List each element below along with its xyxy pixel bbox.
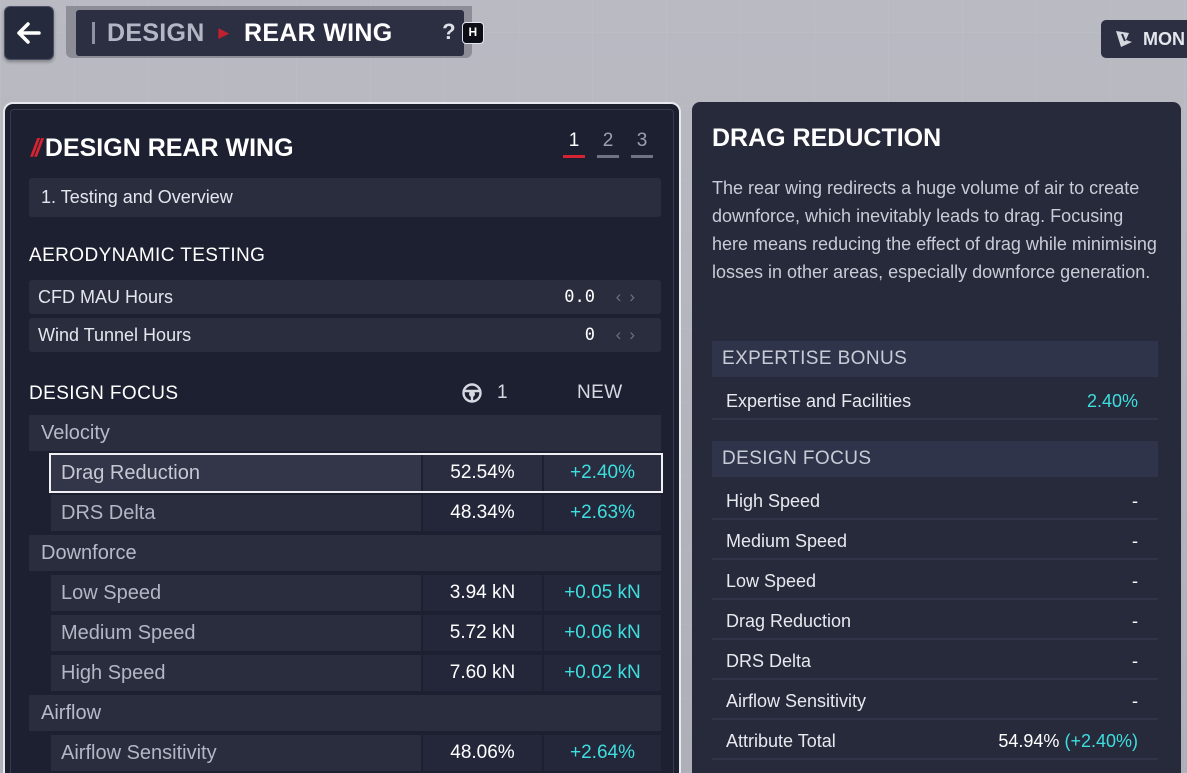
focus-row-current: 7.60 kN <box>423 655 542 691</box>
focus-row-high-speed[interactable]: High Speed 7.60 kN +0.02 kN <box>51 655 661 691</box>
back-button[interactable] <box>4 6 54 60</box>
help-button[interactable]: ? <box>442 19 456 44</box>
design-panel-title: // DESIGN REAR WING <box>31 134 294 163</box>
info-row-label: High Speed <box>726 491 821 511</box>
wind-tunnel-stepper[interactable]: ‹› <box>615 325 643 344</box>
help-key-hint: H <box>462 22 484 44</box>
category-velocity: Velocity <box>29 415 661 451</box>
focus-row-name: DRS Delta <box>51 495 421 531</box>
focus-row-new: +2.64% <box>544 735 661 771</box>
monitor-button[interactable]: MON <box>1101 20 1187 58</box>
monitor-label: MON <box>1143 28 1185 49</box>
expertise-bonus-heading: EXPERTISE BONUS <box>712 341 1158 377</box>
attribute-total-label: Attribute Total <box>726 731 836 751</box>
wind-tunnel-row[interactable]: Wind Tunnel Hours 0 ‹› <box>29 318 661 352</box>
breadcrumb-section[interactable]: DESIGN <box>107 18 205 47</box>
expertise-value: 2.40% <box>1086 391 1138 411</box>
design-focus-heading: DESIGN FOCUS <box>29 383 179 404</box>
info-row-value: - <box>1132 651 1138 671</box>
info-row-label: Medium Speed <box>726 531 848 551</box>
info-design-focus-heading: DESIGN FOCUS <box>712 441 1158 477</box>
step-tabs: 1 2 3 <box>563 130 653 158</box>
attribute-total-delta: (+2.40%) <box>1064 731 1138 751</box>
focus-row-current: 48.06% <box>423 735 542 771</box>
info-row-value: - <box>1132 691 1138 711</box>
info-panel-description: The rear wing redirects a huge volume of… <box>712 178 1157 282</box>
focus-row-name: High Speed <box>51 655 421 691</box>
info-row-drs-delta: DRS Delta - <box>712 644 1158 680</box>
driver-column-header: 1 <box>461 382 508 404</box>
accent-slashes-icon: // <box>31 134 42 162</box>
info-row-label: Drag Reduction <box>726 611 852 631</box>
focus-row-name: Drag Reduction <box>51 455 421 491</box>
attribute-total-number: 54.94% <box>998 731 1060 751</box>
steering-wheel-icon <box>462 383 482 403</box>
focus-row-new: +0.02 kN <box>544 655 661 691</box>
info-row-low-speed: Low Speed - <box>712 564 1158 600</box>
new-column-header: NEW <box>577 382 623 403</box>
info-panel: DRAG REDUCTION The rear wing redirects a… <box>692 102 1181 773</box>
info-row-label: Airflow Sensitivity <box>726 691 867 711</box>
design-panel-title-text: DESIGN REAR WING <box>44 134 294 162</box>
category-downforce: Downforce <box>29 535 661 571</box>
breadcrumb-divider <box>92 22 95 44</box>
arrow-left-icon <box>17 22 41 44</box>
cfd-hours-value: 0.0 <box>564 287 595 307</box>
info-row-value: - <box>1132 491 1138 511</box>
flag-icon <box>1116 31 1132 47</box>
info-row-value: - <box>1132 571 1138 591</box>
design-panel: // DESIGN REAR WING 1 2 3 1. Testing and… <box>3 102 681 773</box>
wind-tunnel-label: Wind Tunnel Hours <box>38 325 192 345</box>
focus-row-new: +0.06 kN <box>544 615 661 651</box>
wind-tunnel-value: 0 <box>584 325 595 345</box>
focus-row-current: 3.94 kN <box>423 575 542 611</box>
info-row-label: DRS Delta <box>726 651 812 671</box>
focus-row-low-speed[interactable]: Low Speed 3.94 kN +0.05 kN <box>51 575 661 611</box>
info-row-drag-reduction: Drag Reduction - <box>712 604 1158 640</box>
info-row-label: Low Speed <box>726 571 817 591</box>
focus-row-name: Low Speed <box>51 575 421 611</box>
step-tab-1[interactable]: 1 <box>563 130 585 158</box>
focus-row-current: 52.54% <box>423 455 542 491</box>
info-row-medium-speed: Medium Speed - <box>712 524 1158 560</box>
stage-dropdown[interactable]: 1. Testing and Overview <box>29 178 661 217</box>
info-row-high-speed: High Speed - <box>712 484 1158 520</box>
focus-row-airflow-sensitivity[interactable]: Airflow Sensitivity 48.06% +2.64% <box>51 735 661 771</box>
driver-column-label: 1 <box>497 382 508 403</box>
focus-row-drs-delta[interactable]: DRS Delta 48.34% +2.63% <box>51 495 661 531</box>
focus-row-new: +2.63% <box>544 495 661 531</box>
expertise-row: Expertise and Facilities 2.40% <box>712 384 1158 420</box>
attribute-total-row: Attribute Total 54.94% (+2.40%) <box>712 724 1158 760</box>
info-row-value: - <box>1132 531 1138 551</box>
focus-row-current: 48.34% <box>423 495 542 531</box>
focus-row-new: +0.05 kN <box>544 575 661 611</box>
breadcrumb-chevron-icon: ▶ <box>218 25 229 40</box>
focus-row-name: Airflow Sensitivity <box>51 735 421 771</box>
focus-row-new: +2.40% <box>544 455 661 491</box>
info-row-value: - <box>1132 611 1138 631</box>
info-row-airflow-sensitivity: Airflow Sensitivity - <box>712 684 1158 720</box>
page-title: REAR WING <box>243 18 393 47</box>
expertise-label: Expertise and Facilities <box>726 391 912 411</box>
focus-row-drag-reduction[interactable]: Drag Reduction 52.54% +2.40% <box>49 453 663 493</box>
cfd-hours-stepper[interactable]: ‹› <box>615 287 643 306</box>
focus-row-current: 5.72 kN <box>423 615 542 651</box>
step-tab-3[interactable]: 3 <box>631 130 653 158</box>
focus-row-name: Medium Speed <box>51 615 421 651</box>
focus-row-medium-speed[interactable]: Medium Speed 5.72 kN +0.06 kN <box>51 615 661 651</box>
aero-testing-heading: AERODYNAMIC TESTING <box>29 245 266 266</box>
step-tab-2[interactable]: 2 <box>597 130 619 158</box>
info-panel-title: DRAG REDUCTION <box>712 124 942 152</box>
cfd-hours-label: CFD MAU Hours <box>38 287 174 307</box>
cfd-hours-row[interactable]: CFD MAU Hours 0.0 ‹› <box>29 280 661 314</box>
category-airflow: Airflow <box>29 695 661 731</box>
attribute-total-value: 54.94% (+2.40%) <box>998 724 1138 758</box>
breadcrumb: DESIGN ▶ REAR WING ? H <box>66 6 484 58</box>
